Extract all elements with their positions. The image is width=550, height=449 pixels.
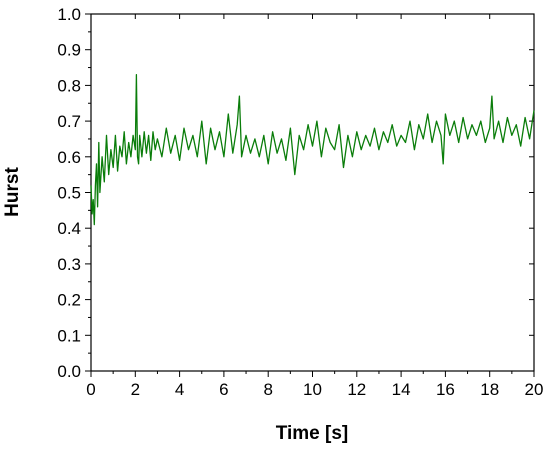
x-tick-label: 4 <box>175 380 184 399</box>
y-tick-label: 0.0 <box>57 362 81 381</box>
x-tick-label: 20 <box>525 380 544 399</box>
y-tick-label: 0.8 <box>57 76 81 95</box>
x-tick-labels: 0 2 4 6 8 10 12 14 16 18 20 <box>86 380 543 399</box>
x-tick-label: 8 <box>263 380 272 399</box>
x-tick-label: 14 <box>392 380 411 399</box>
series-group <box>90 74 535 226</box>
y-tick-label: 0.9 <box>57 41 81 60</box>
y-tick-label: 0.3 <box>57 255 81 274</box>
y-tick-label: 0.5 <box>57 184 81 203</box>
x-tick-label: 0 <box>86 380 95 399</box>
x-axis-title: Time [s] <box>276 423 349 444</box>
y-axis-title: Hurst <box>2 167 23 217</box>
x-tick-label: 10 <box>303 380 322 399</box>
plot-frame <box>90 13 535 372</box>
tick-marks <box>85 13 535 377</box>
x-tick-label: 18 <box>480 380 499 399</box>
x-tick-label: 12 <box>347 380 366 399</box>
x-tick-label: 6 <box>219 380 228 399</box>
hurst-series-line <box>90 74 535 226</box>
y-tick-labels: 0.0 0.1 0.2 0.3 0.4 0.5 0.6 0.7 0.8 0.9 1.0 <box>57 5 81 381</box>
x-tick-label: 2 <box>131 380 140 399</box>
y-tick-label: 1.0 <box>57 5 81 24</box>
x-tick-label: 16 <box>436 380 455 399</box>
y-tick-label: 0.2 <box>57 291 81 310</box>
y-tick-label: 0.1 <box>57 326 81 345</box>
y-tick-label: 0.7 <box>57 112 81 131</box>
y-tick-label: 0.4 <box>57 219 81 238</box>
y-tick-label: 0.6 <box>57 148 81 167</box>
